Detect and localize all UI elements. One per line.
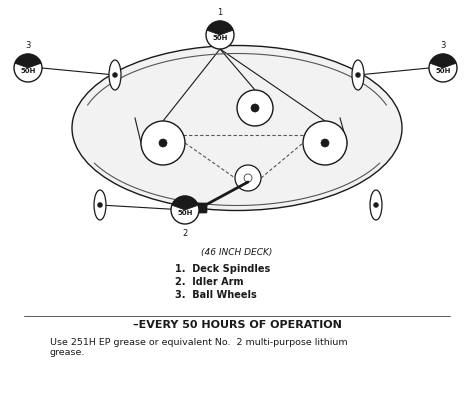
Ellipse shape	[109, 60, 121, 90]
Text: 50H: 50H	[435, 68, 451, 74]
Circle shape	[429, 54, 457, 82]
Ellipse shape	[94, 190, 106, 220]
Text: (46 INCH DECK): (46 INCH DECK)	[201, 248, 273, 257]
Circle shape	[374, 203, 379, 208]
Circle shape	[159, 139, 167, 147]
Ellipse shape	[352, 60, 364, 90]
Circle shape	[237, 90, 273, 126]
Text: 3: 3	[25, 41, 31, 50]
Text: –EVERY 50 HOURS OF OPERATION: –EVERY 50 HOURS OF OPERATION	[133, 320, 341, 330]
Circle shape	[321, 139, 329, 147]
Ellipse shape	[370, 190, 382, 220]
Wedge shape	[430, 54, 456, 68]
Wedge shape	[15, 54, 41, 68]
Text: 50H: 50H	[212, 35, 228, 41]
Circle shape	[356, 73, 361, 77]
Wedge shape	[207, 21, 233, 35]
Circle shape	[14, 54, 42, 82]
Text: 50H: 50H	[177, 210, 193, 216]
Text: Use 251H EP grease or equivalent No.  2 multi-purpose lithium
grease.: Use 251H EP grease or equivalent No. 2 m…	[50, 338, 347, 357]
Text: 2.  Idler Arm: 2. Idler Arm	[175, 277, 244, 287]
Circle shape	[171, 196, 199, 224]
Text: 50H: 50H	[20, 68, 36, 74]
Circle shape	[244, 174, 252, 182]
Text: 1: 1	[218, 8, 223, 17]
Text: 3.  Ball Wheels: 3. Ball Wheels	[175, 290, 257, 300]
Text: 2: 2	[182, 229, 188, 238]
Circle shape	[235, 165, 261, 191]
Circle shape	[112, 73, 118, 77]
Text: 3: 3	[440, 41, 446, 50]
Circle shape	[251, 104, 259, 112]
Wedge shape	[172, 196, 198, 210]
Circle shape	[141, 121, 185, 165]
Text: 1.  Deck Spindles: 1. Deck Spindles	[175, 264, 270, 274]
Circle shape	[206, 21, 234, 49]
Circle shape	[303, 121, 347, 165]
Ellipse shape	[72, 45, 402, 211]
Circle shape	[98, 203, 102, 208]
FancyBboxPatch shape	[189, 203, 207, 213]
